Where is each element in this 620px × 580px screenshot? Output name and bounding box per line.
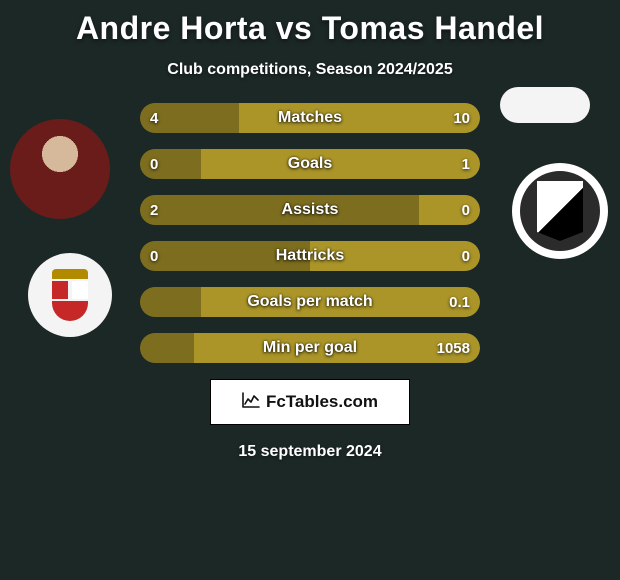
brand-badge: FcTables.com bbox=[210, 379, 410, 425]
bar-fill-left bbox=[140, 195, 419, 225]
stat-value-right: 0 bbox=[462, 195, 470, 225]
page-title: Andre Horta vs Tomas Handel bbox=[0, 0, 620, 47]
stat-value-right: 1058 bbox=[437, 333, 470, 363]
player-right-flag bbox=[500, 87, 590, 123]
bar-fill-right bbox=[310, 241, 480, 271]
stat-value-right: 1 bbox=[462, 149, 470, 179]
bar-fill-left bbox=[140, 241, 310, 271]
chart-icon bbox=[242, 392, 260, 413]
club-left-crest bbox=[28, 253, 112, 337]
brand-text: FcTables.com bbox=[266, 392, 378, 412]
stat-value-right: 10 bbox=[453, 103, 470, 133]
stat-value-left: 4 bbox=[150, 103, 158, 133]
player-left-avatar bbox=[10, 119, 110, 219]
comparison-zone: 410Matches01Goals20Assists00Hattricks0.1… bbox=[0, 99, 620, 363]
stat-row: 00Hattricks bbox=[140, 241, 480, 271]
stat-value-left: 0 bbox=[150, 241, 158, 271]
bar-fill-left bbox=[140, 333, 194, 363]
page-subtitle: Club competitions, Season 2024/2025 bbox=[0, 61, 620, 79]
bar-fill-left bbox=[140, 287, 201, 317]
stat-value-left: 2 bbox=[150, 195, 158, 225]
stat-value-left: 0 bbox=[150, 149, 158, 179]
stat-value-right: 0.1 bbox=[449, 287, 470, 317]
bar-fill-right bbox=[239, 103, 480, 133]
stat-row: 410Matches bbox=[140, 103, 480, 133]
stat-row: 0.1Goals per match bbox=[140, 287, 480, 317]
bar-fill-right bbox=[201, 149, 480, 179]
date-text: 15 september 2024 bbox=[0, 443, 620, 461]
stat-row: 1058Min per goal bbox=[140, 333, 480, 363]
stat-row: 20Assists bbox=[140, 195, 480, 225]
stat-value-right: 0 bbox=[462, 241, 470, 271]
stat-row: 01Goals bbox=[140, 149, 480, 179]
bar-fill-right bbox=[201, 287, 480, 317]
stat-bars: 410Matches01Goals20Assists00Hattricks0.1… bbox=[140, 99, 480, 363]
bar-fill-right bbox=[419, 195, 480, 225]
club-right-crest bbox=[512, 163, 608, 259]
